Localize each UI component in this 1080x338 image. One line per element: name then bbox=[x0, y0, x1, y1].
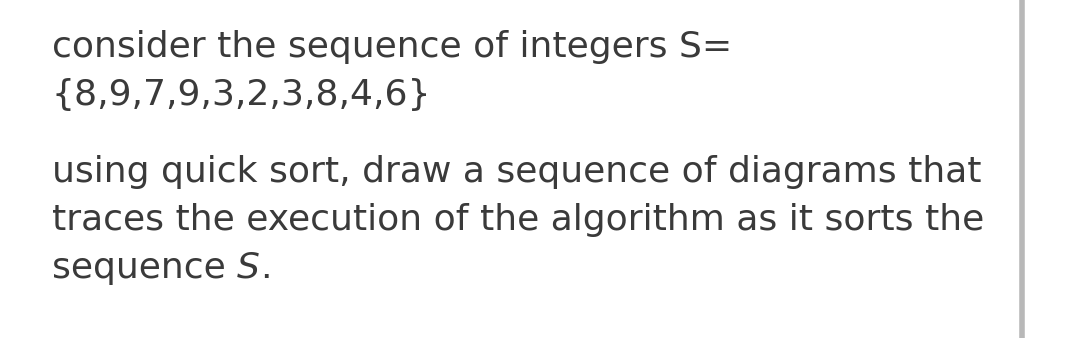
Text: traces the execution of the algorithm as it sorts the: traces the execution of the algorithm as… bbox=[52, 203, 984, 237]
Text: .: . bbox=[260, 251, 272, 285]
Text: sequence: sequence bbox=[52, 251, 238, 285]
Text: consider the sequence of integers S=: consider the sequence of integers S= bbox=[52, 30, 732, 64]
Text: S: S bbox=[238, 251, 260, 285]
Text: using quick sort, draw a sequence of diagrams that: using quick sort, draw a sequence of dia… bbox=[52, 155, 982, 189]
Text: {8,9,7,9,3,2,3,8,4,6}: {8,9,7,9,3,2,3,8,4,6} bbox=[52, 78, 432, 112]
